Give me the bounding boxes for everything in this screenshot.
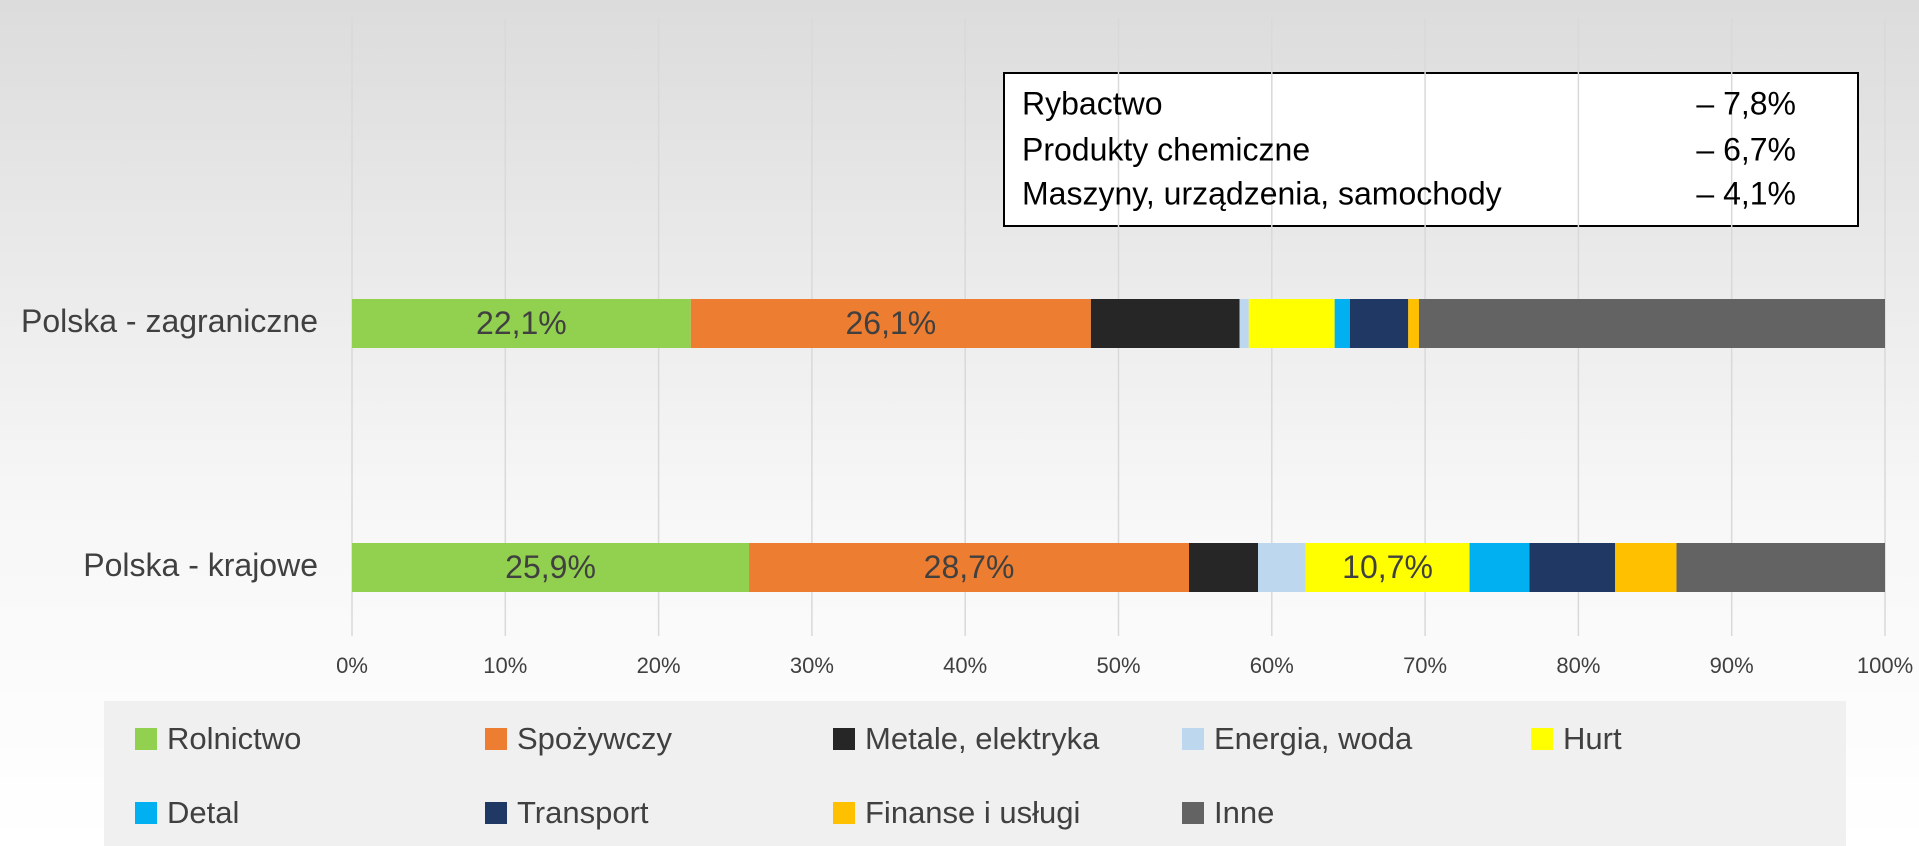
annotation-label: Rybactwo [1022, 85, 1163, 121]
legend-swatch [1531, 728, 1553, 750]
data-label: 28,7% [924, 549, 1015, 585]
legend-swatch [833, 728, 855, 750]
x-tick-label: 100% [1857, 653, 1913, 678]
legend-label: Metale, elektryka [865, 721, 1100, 756]
x-tick-label: 30% [790, 653, 834, 678]
annotation-value: – 4,1% [1696, 175, 1796, 211]
bar-segment [352, 543, 750, 592]
legend-label: Inne [1214, 795, 1274, 830]
x-tick-label: 80% [1556, 653, 1600, 678]
x-tick-label: 50% [1096, 653, 1140, 678]
annotation-value: – 7,8% [1696, 85, 1796, 121]
category-label: Polska - zagraniczne [21, 303, 318, 339]
bar-segment [1248, 299, 1335, 348]
x-tick-label: 10% [483, 653, 527, 678]
x-tick-label: 0% [336, 653, 368, 678]
bar-segment [1676, 543, 1885, 592]
bar-segment [1258, 543, 1306, 592]
annotation-box [1003, 72, 1859, 227]
legend-swatch [1182, 802, 1204, 824]
annotation-label: Produkty chemiczne [1022, 131, 1310, 167]
legend-swatch [485, 802, 507, 824]
bar-segment [1349, 299, 1409, 348]
bar-segment [1239, 299, 1249, 348]
bar-segment [352, 299, 691, 348]
legend-swatch [833, 802, 855, 824]
bar-segment [1469, 543, 1530, 592]
bar-segment [1090, 299, 1240, 348]
bar-segment [1418, 299, 1885, 348]
annotation-label: Maszyny, urządzenia, samochody [1022, 175, 1502, 211]
annotation-value: – 6,7% [1696, 131, 1796, 167]
bar-segment [1189, 543, 1259, 592]
x-tick-label: 60% [1250, 653, 1294, 678]
data-label: 25,9% [505, 549, 596, 585]
bar-segment [1305, 543, 1470, 592]
legend-label: Hurt [1563, 721, 1622, 756]
bar-segment [690, 299, 1091, 348]
legend-swatch [135, 802, 157, 824]
legend-swatch [485, 728, 507, 750]
legend-label: Finanse i usługi [865, 795, 1080, 830]
data-label: 22,1% [476, 305, 567, 341]
category-label: Polska - krajowe [83, 547, 318, 583]
legend-label: Transport [517, 795, 649, 830]
legend-label: Detal [167, 795, 239, 830]
bar-segment [1334, 299, 1350, 348]
legend-label: Energia, woda [1214, 721, 1413, 756]
bar-segment [1529, 543, 1616, 592]
data-label: 10,7% [1342, 549, 1433, 585]
x-tick-label: 20% [637, 653, 681, 678]
legend-swatch [1182, 728, 1204, 750]
legend-swatch [135, 728, 157, 750]
legend-box [104, 701, 1846, 846]
x-tick-label: 70% [1403, 653, 1447, 678]
legend-label: Spożywczy [517, 721, 673, 756]
x-tick-label: 90% [1710, 653, 1754, 678]
bar-segment [749, 543, 1190, 592]
bar-segment [1615, 543, 1677, 592]
bar-segment [1408, 299, 1419, 348]
data-label: 26,1% [845, 305, 936, 341]
x-tick-label: 40% [943, 653, 987, 678]
legend-label: Rolnictwo [167, 721, 301, 756]
